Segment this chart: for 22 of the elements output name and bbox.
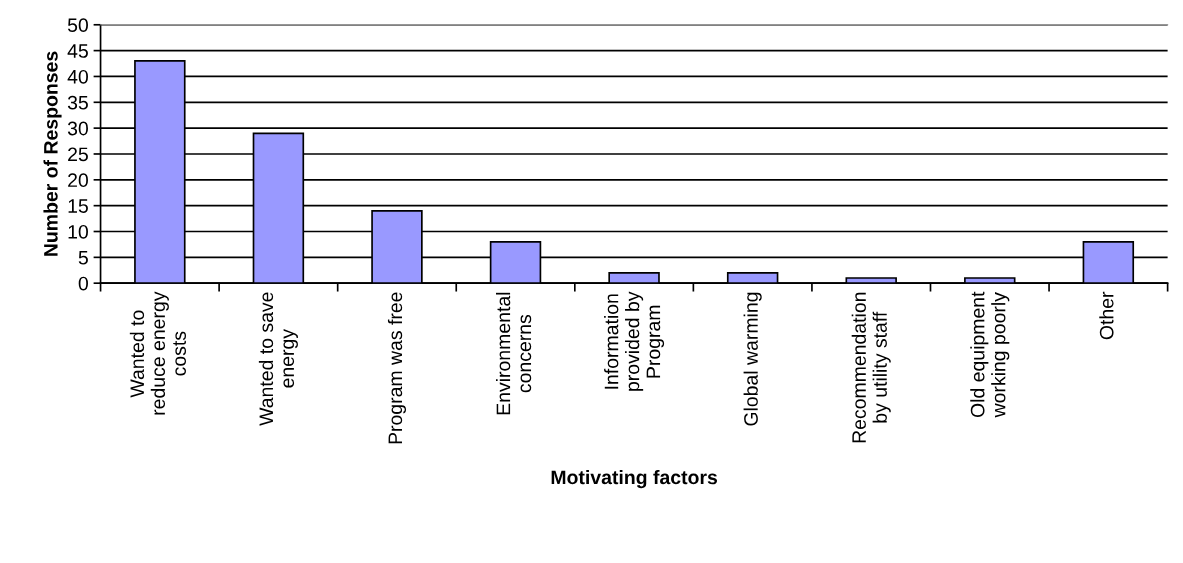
y-tick-label: 25 xyxy=(68,147,88,162)
x-tick-label: Information provided by Program xyxy=(604,291,665,391)
x-tick-label: Old equipment working poorly xyxy=(970,291,1010,418)
x-tick-label: Other xyxy=(1099,291,1114,340)
y-tick-label: 30 xyxy=(67,121,88,136)
y-tick-label: 45 xyxy=(67,44,88,58)
y-tick-label: 5 xyxy=(78,251,88,265)
x-tick-label: Program was free xyxy=(387,292,407,444)
y-tick-label: 10 xyxy=(68,224,88,239)
y-axis-title: Number of Responses xyxy=(43,51,62,256)
y-tick-label: 50 xyxy=(67,18,88,33)
x-tick-label: Wanted to reduce energy costs xyxy=(129,291,186,415)
y-tick-label: 35 xyxy=(67,95,88,110)
x-axis-title: Motivating factors xyxy=(551,469,718,489)
x-tick-label: Wanted to save energy xyxy=(258,292,298,426)
y-tick-label: 20 xyxy=(68,173,88,188)
x-tick-label: Recommendation by utility staff xyxy=(851,292,891,443)
y-tick-label: 15 xyxy=(68,199,88,213)
y-tick-label: 40 xyxy=(67,69,88,84)
y-tick-label: 0 xyxy=(78,276,88,291)
x-tick-label: Global warming xyxy=(743,292,762,426)
x-tick-label: Environmental concerns xyxy=(495,292,532,415)
